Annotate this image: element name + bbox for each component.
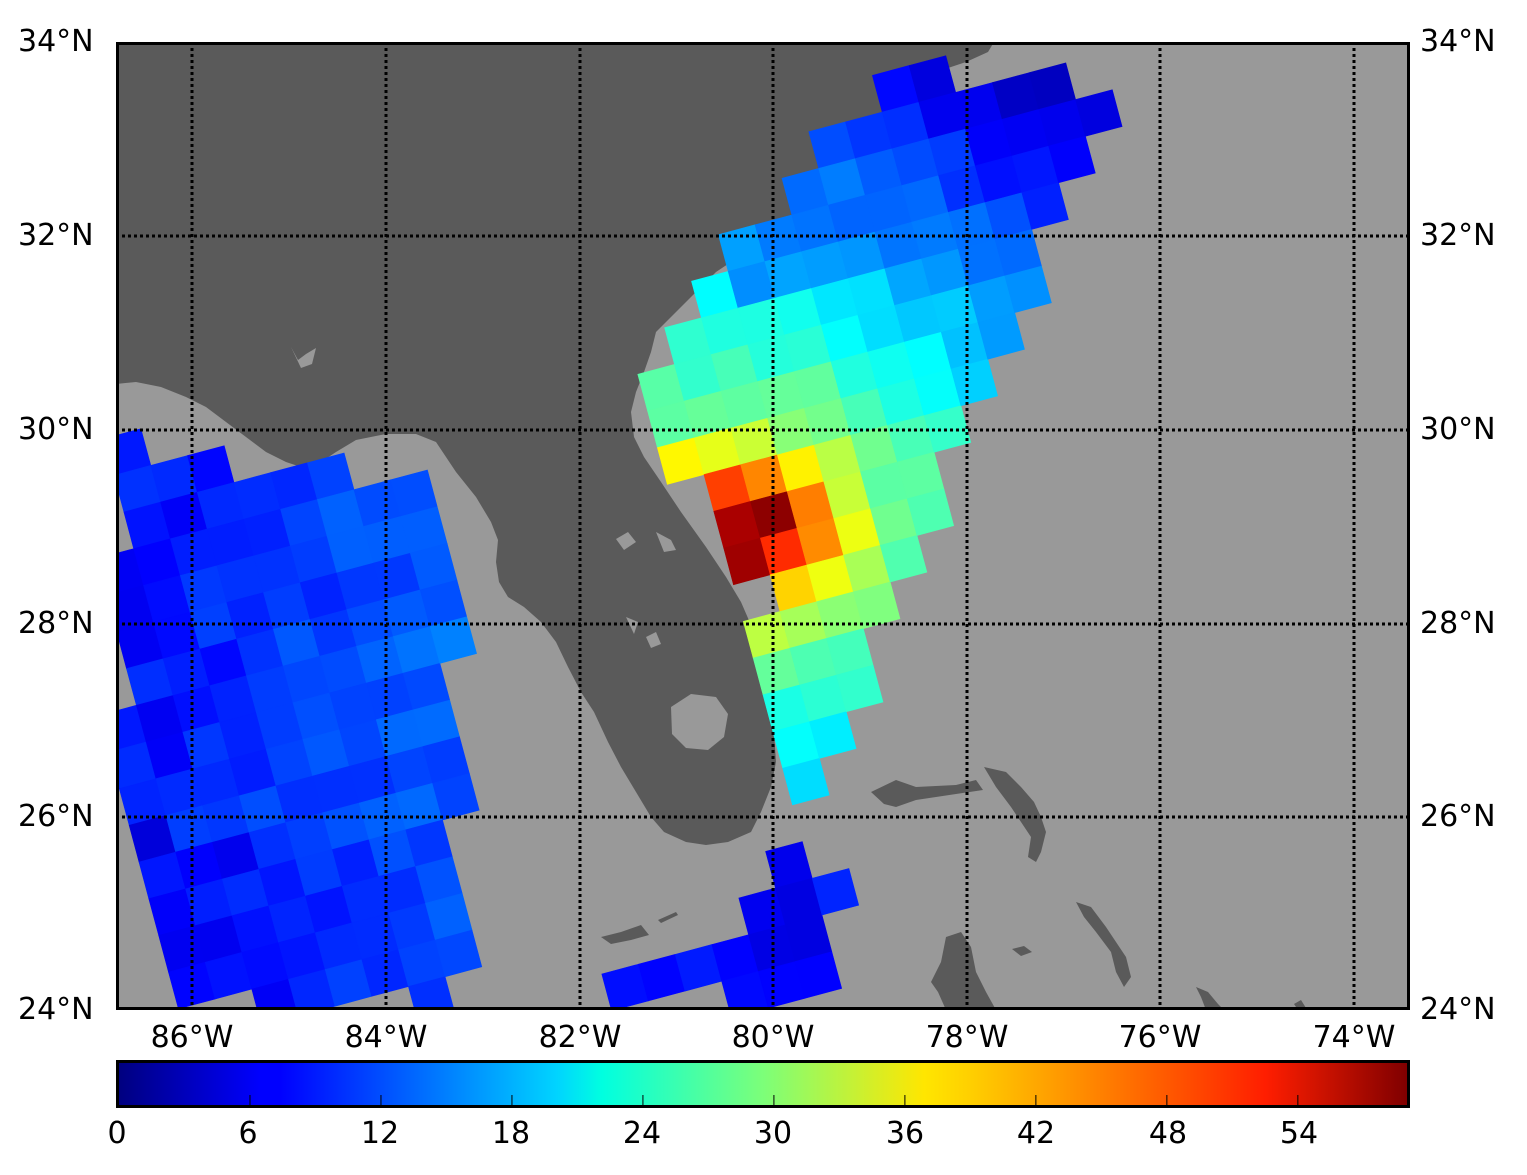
swath-cell	[794, 951, 843, 999]
swath-cell	[1048, 135, 1096, 184]
colorbar-tick-label: 48	[1148, 1116, 1188, 1151]
lat-label-right: 28°N	[1420, 606, 1496, 641]
swath-cell	[950, 358, 998, 407]
map-frame-border	[116, 42, 1410, 1010]
swath-cell	[811, 868, 860, 916]
colorbar-tick-label: 0	[107, 1116, 127, 1151]
swath-cell	[1004, 265, 1052, 313]
lat-label-left: 34°N	[18, 24, 94, 59]
lon-label: 76°W	[1118, 1020, 1202, 1055]
land-mainland	[116, 42, 994, 845]
lat-label-left: 24°N	[18, 992, 94, 1027]
lat-label-right: 24°N	[1420, 992, 1496, 1027]
colorbar-tick-label: 30	[753, 1116, 793, 1151]
florida-keys	[601, 925, 649, 944]
lon-label: 74°W	[1312, 1020, 1396, 1055]
swath-cell	[879, 535, 928, 583]
lat-label-left: 30°N	[18, 412, 94, 447]
swath-cell	[809, 711, 857, 759]
lat-label-left: 28°N	[18, 606, 94, 641]
lat-label-right: 30°N	[1420, 412, 1496, 447]
colorbar-tick-label: 54	[1279, 1116, 1319, 1151]
swath-cell	[1075, 89, 1123, 137]
swath-cell	[429, 616, 477, 664]
island-new-providence	[1012, 946, 1032, 956]
swath-cell	[853, 581, 901, 629]
lon-label: 86°W	[150, 1020, 234, 1055]
colorbar-tick-label: 18	[491, 1116, 531, 1151]
lat-label-left: 26°N	[18, 799, 94, 834]
swath-cell	[906, 488, 955, 536]
swath-cell	[977, 312, 1025, 360]
colorbar-tick-label: 24	[622, 1116, 662, 1151]
swath-cell	[432, 773, 480, 821]
island-eleuthera	[1076, 902, 1131, 987]
lat-label-right: 32°N	[1420, 218, 1496, 253]
graticule	[116, 42, 1410, 1010]
inland-lake-north	[291, 347, 316, 368]
map-panel	[96, 42, 1410, 1027]
island-grand-bahama	[871, 780, 983, 807]
data-swath-cells	[96, 55, 1123, 1027]
swath-cell	[836, 664, 884, 713]
inland-water-2	[656, 532, 676, 552]
lon-label: 78°W	[925, 1020, 1009, 1055]
lon-label: 80°W	[731, 1020, 815, 1055]
island-abaco	[984, 767, 1046, 862]
lat-label-left: 32°N	[18, 218, 94, 253]
lat-label-right: 26°N	[1420, 799, 1496, 834]
lon-label: 82°W	[538, 1020, 622, 1055]
island-andros	[931, 932, 996, 1010]
florida-keys-east	[658, 912, 678, 923]
colorbar-gradient	[119, 1063, 1407, 1105]
colorbar-tick-label: 6	[238, 1116, 258, 1151]
colorbar-tick-label: 42	[1016, 1116, 1056, 1151]
lat-label-right: 34°N	[1420, 24, 1496, 59]
swath-cell	[923, 405, 972, 453]
inland-water-1	[616, 532, 636, 550]
colorbar	[116, 1060, 1410, 1108]
colorbar-tick-label: 12	[360, 1116, 400, 1151]
swath-cell	[434, 929, 483, 978]
island-cat	[1196, 987, 1224, 1010]
swath-cell	[782, 758, 830, 806]
inland-lake-okeechobee	[671, 694, 728, 750]
colorbar-tick-label: 36	[885, 1116, 925, 1151]
lon-label: 84°W	[344, 1020, 428, 1055]
swath-cell	[1021, 182, 1069, 230]
inland-water-3	[646, 632, 661, 648]
map-canvas	[96, 42, 1410, 1027]
